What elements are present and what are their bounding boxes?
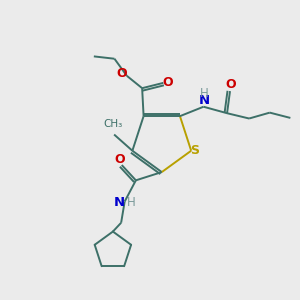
Text: S: S [190, 144, 200, 157]
Text: N: N [114, 196, 125, 209]
Text: H: H [200, 87, 208, 100]
Text: N: N [199, 94, 210, 107]
Text: O: O [162, 76, 173, 89]
Text: O: O [114, 153, 125, 166]
Text: H: H [127, 196, 136, 209]
Text: CH₃: CH₃ [103, 118, 122, 129]
Text: O: O [225, 78, 236, 92]
Text: O: O [116, 67, 127, 80]
